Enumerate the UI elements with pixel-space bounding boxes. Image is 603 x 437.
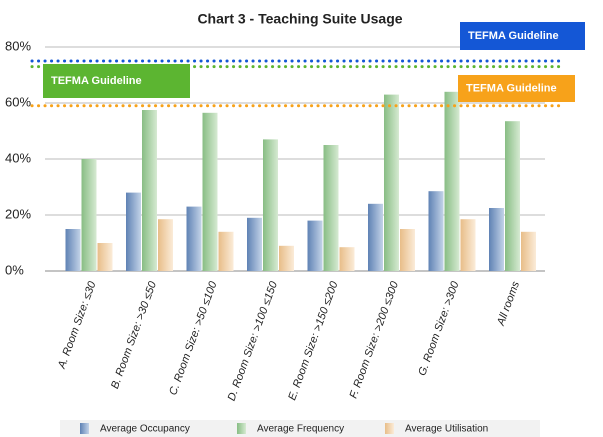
guideline-label: TEFMA Guideline	[466, 82, 557, 94]
y-tick-label: 60%	[5, 94, 31, 109]
bar	[279, 245, 294, 271]
legend-label: Average Utilisation	[405, 424, 488, 435]
bar	[263, 139, 278, 271]
legend-swatch	[237, 423, 246, 434]
bar	[158, 219, 173, 271]
bar	[65, 229, 81, 271]
bar	[384, 94, 399, 271]
bar	[505, 121, 520, 271]
bar	[368, 203, 383, 271]
bar	[81, 159, 97, 271]
legend-label: Average Frequency	[257, 424, 344, 435]
y-tick-label: 0%	[5, 262, 24, 277]
bar	[323, 145, 339, 271]
bar	[400, 229, 415, 271]
x-tick-label: B. Room Size: >30 ≤50	[109, 279, 159, 390]
bar	[247, 217, 262, 271]
bar	[202, 112, 218, 271]
bar	[142, 110, 157, 271]
x-tick-label: F. Room Size: >200 ≤300	[348, 279, 402, 400]
guideline-label-box	[458, 75, 575, 102]
legend-swatch	[80, 423, 89, 434]
bar	[186, 206, 202, 271]
y-tick-label: 20%	[5, 206, 31, 221]
guideline-label: TEFMA Guideline	[468, 30, 559, 42]
x-tick-label: A. Room Size: ≤30	[56, 279, 99, 371]
bar	[428, 191, 444, 271]
bar	[521, 231, 536, 271]
x-tick-label: D. Room Size: >100 ≤150	[226, 279, 281, 403]
legend-background	[60, 420, 540, 437]
bar	[218, 231, 234, 271]
guideline-label-box	[460, 22, 585, 50]
bar	[339, 247, 355, 271]
x-tick-label: E. Room Size: >150 ≤200	[286, 279, 341, 402]
x-tick-label: C. Room Size: >50 ≤100	[167, 279, 220, 397]
bar	[126, 192, 141, 271]
x-tick-label: All rooms	[495, 279, 522, 328]
bar	[444, 91, 460, 271]
bar	[97, 243, 113, 271]
legend-swatch	[385, 423, 394, 434]
x-tick-label: G. Room Size: >300	[416, 279, 462, 377]
chart-title: Chart 3 - Teaching Suite Usage	[197, 11, 402, 27]
bar	[489, 208, 504, 271]
guideline-label-box	[43, 64, 190, 98]
bar	[460, 219, 476, 271]
y-tick-label: 40%	[5, 150, 31, 165]
y-tick-label: 80%	[5, 38, 31, 53]
guideline-label: TEFMA Guideline	[51, 75, 142, 87]
bar	[307, 220, 323, 271]
legend-label: Average Occupancy	[100, 424, 190, 435]
